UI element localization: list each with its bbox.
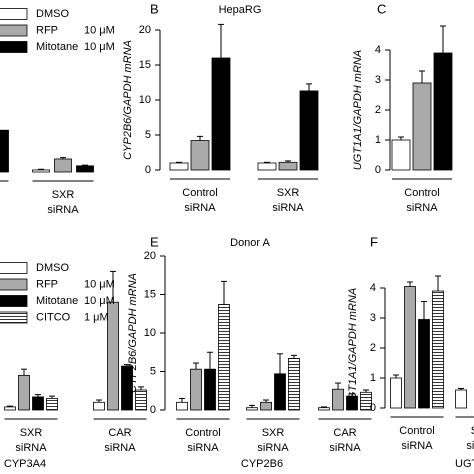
y-tick-label: 1 [375,134,381,146]
panel-title: HepaRG [219,4,262,16]
bar [204,368,216,411]
legend-swatch [0,262,28,274]
bar [169,162,189,171]
legend-label: Mitotane [36,41,78,53]
bar [412,82,432,171]
legend-label: Mitotane [36,295,78,307]
panel-label: E [150,234,159,249]
bar [54,158,72,173]
bar [390,377,402,409]
legend-label: RFP [36,24,58,36]
panel-title: Donor A [230,237,270,249]
y-axis-label: UGT1A1/GAPDH mRNA [352,50,364,170]
legend-label: CITCO [36,311,71,323]
legend-dose: 10 μM [84,41,115,53]
bar [46,398,58,411]
y-tick-label: 5 [150,365,156,377]
y-axis-label: CYP2B6/GAPDH mRNA [122,40,134,160]
y-tick-label: 0 [375,164,381,176]
bar [455,389,467,409]
bar [288,358,300,411]
x-tick-label: Control siRNA [185,427,220,454]
y-tick-label: 15 [144,288,156,300]
bar [93,401,105,411]
bar [190,140,210,171]
legend-label: DMSO [36,8,69,20]
x-tick-label: CAR siRNA [104,427,136,454]
bar [18,374,30,411]
x-axis-label: CYP2B6 [241,458,283,470]
y-tick-label: 20 [139,24,151,36]
y-tick-label: 10 [144,327,156,339]
bar [4,406,16,411]
y-tick-label: 10 [139,94,151,106]
bar [260,401,272,411]
legend-swatch [0,24,28,37]
legend-swatch [0,311,28,324]
x-tick-label: Control siRNA [404,187,439,214]
y-tick-label: 1 [370,372,376,384]
bar [391,139,411,171]
bar [404,286,416,409]
bar [278,161,298,171]
x-tick-label: Control siRNA [182,187,217,214]
panel-label: C [377,1,386,16]
x-axis-label: CYP3A4 [4,458,46,470]
panel-label: B [150,1,159,16]
y-tick-label: 0 [150,404,156,416]
bar [190,368,202,411]
legend-dose: 10 μM [84,24,115,36]
y-tick-label: 4 [370,282,376,294]
legend-dose: 10 μM [84,278,115,290]
y-tick-label: 0 [145,164,151,176]
legend-swatch [0,8,28,20]
y-tick-label: 20 [144,250,156,262]
bar [332,388,344,411]
bar [32,169,50,173]
bar [299,90,319,171]
bar [418,319,430,409]
bar [32,396,44,411]
legend-swatch [0,278,28,291]
bar [76,165,94,173]
x-tick-label: Control siRNA [399,425,434,452]
bar [433,52,453,171]
y-tick-label: 2 [370,342,376,354]
legend-swatch [0,41,28,53]
legend-swatch [0,295,28,307]
bar [432,290,444,409]
legend-dose: 10 μM [84,295,115,307]
bar [246,407,258,411]
x-axis-label: UGT1A1 [455,458,474,470]
x-tick-label: CAR siRNA [329,427,361,454]
legend-dose: 1 μM [84,311,109,323]
bar [257,162,277,171]
y-tick-label: 3 [370,312,376,324]
bar [0,129,9,173]
bar [107,301,119,411]
bar [176,401,188,411]
y-axis-label: UGT1A1/GAPDH mRNA [347,288,359,408]
bar [211,57,231,171]
bar [218,304,230,411]
legend-label: RFP [36,278,58,290]
legend-label: DMSO [36,262,69,274]
y-tick-label: 0 [370,402,376,414]
y-tick-label: 4 [375,44,381,56]
bar [274,373,286,411]
y-tick-label: 3 [375,74,381,86]
bar [318,407,330,411]
y-axis-label: CYP2B6/GAPDH mRNA [127,273,139,393]
y-tick-label: 5 [145,129,151,141]
y-tick-label: 2 [375,104,381,116]
panel-label: F [370,234,378,249]
y-tick-label: 15 [139,59,151,71]
